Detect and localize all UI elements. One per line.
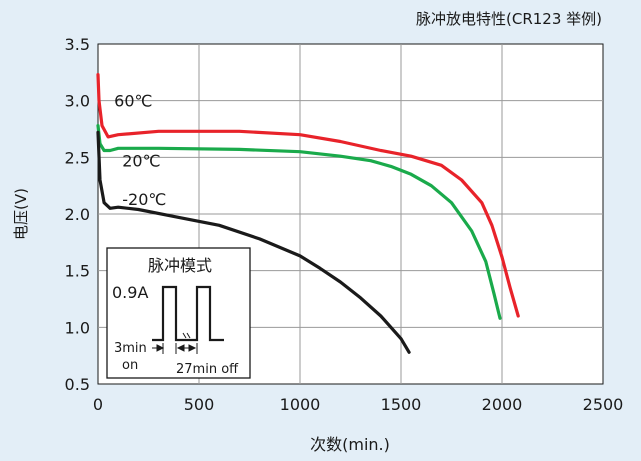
series-label: -20℃ [122,190,166,209]
x-axis-ticks: 0 500 1000 1500 2000 2500 [93,395,623,414]
chart-title: 脉冲放电特性(CR123 举例) [416,10,602,28]
series-labels: 60℃ 20℃ -20℃ [114,91,166,209]
series-label: 60℃ [114,91,152,110]
x-tick-label: 0 [93,395,103,414]
inset-current-label: 0.9A [112,283,148,302]
y-tick-label: 3.0 [65,92,90,111]
y-tick-label: 3.5 [65,35,90,54]
x-tick-label: 1500 [381,395,422,414]
x-tick-label: 500 [184,395,215,414]
inset-title: 脉冲模式 [148,256,212,275]
y-axis-ticks: 0.5 1.0 1.5 2.0 2.5 3.0 3.5 [65,35,90,394]
inset-on-label-2: on [122,358,138,373]
x-tick-label: 1000 [280,395,321,414]
on-marker [152,343,165,354]
y-tick-label: 1.5 [65,262,90,281]
x-axis-label: 次数(min.) [310,435,390,454]
series-lines [96,72,520,354]
y-tick-label: 2.5 [65,148,90,167]
y-axis-label: 电压(V) [12,188,30,240]
series-line [96,130,411,354]
y-tick-label: 0.5 [65,375,90,394]
x-tick-label: 2500 [583,395,624,414]
inset-box [106,247,251,379]
x-tick-label: 2000 [482,395,523,414]
series-line [96,72,520,318]
inset-off-label: 27min off [176,362,239,377]
series-line [96,123,502,320]
y-tick-label: 2.0 [65,205,90,224]
pulse-mode-inset: 脉冲模式 0.9A 3min on 27min off [106,247,251,379]
y-tick-label: 1.0 [65,318,90,337]
series-label: 20℃ [122,151,160,170]
inset-on-label-1: 3min [114,341,147,356]
pulse-waveform [152,285,224,342]
off-marker [175,332,198,354]
